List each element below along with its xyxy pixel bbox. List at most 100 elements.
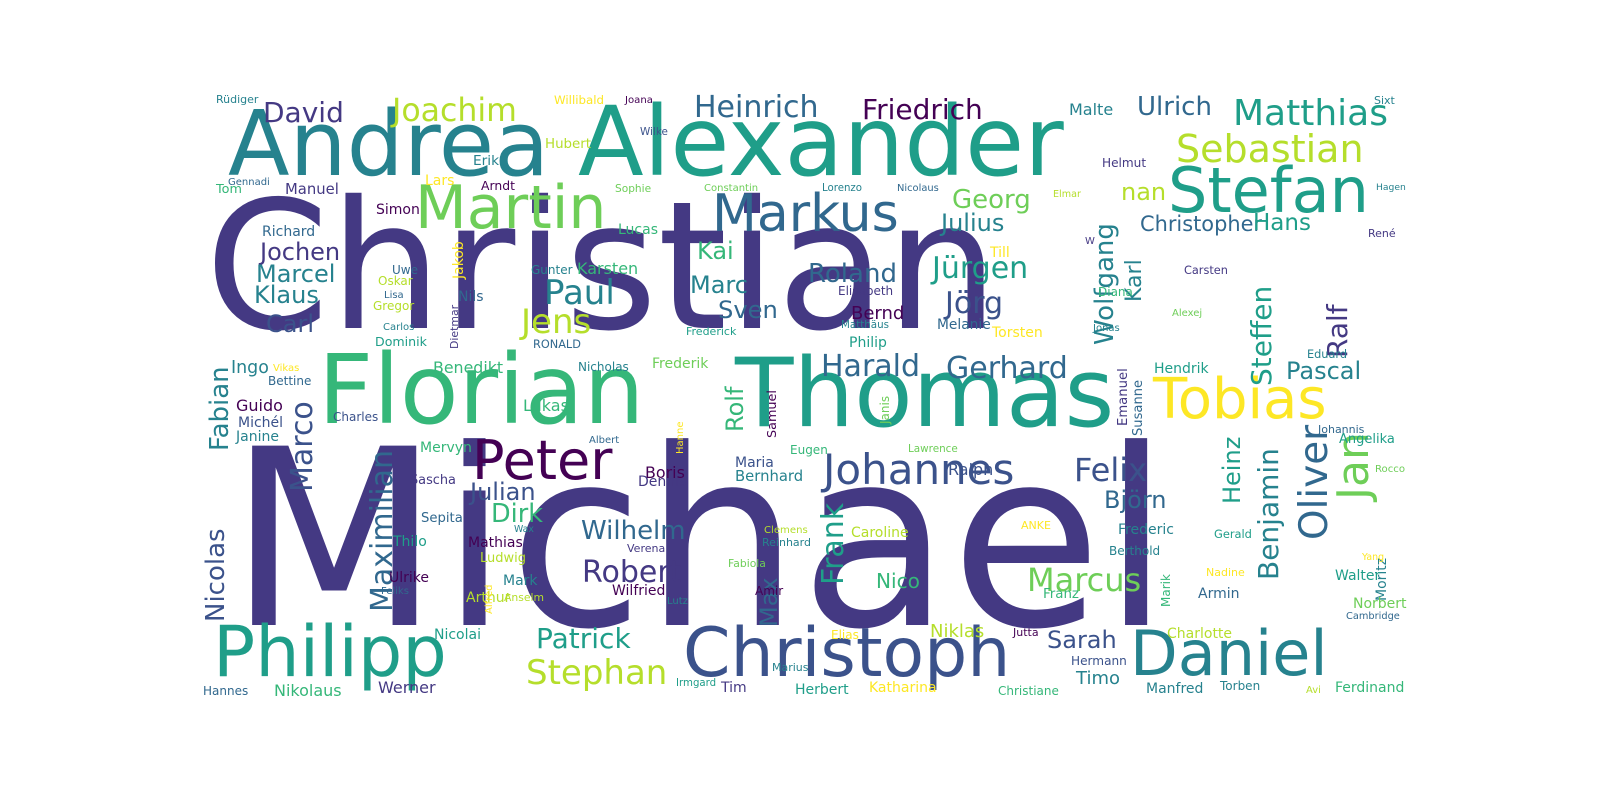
word-nicolas: Nicolas xyxy=(201,528,231,622)
word-ingo: Ingo xyxy=(231,358,269,378)
word-lars: Lars xyxy=(425,173,455,189)
word-jörg: Jörg xyxy=(945,286,1004,321)
word-alfred: Alfred xyxy=(484,584,495,614)
word-katharina: Katharina xyxy=(869,680,937,696)
word-stephan: Stephan xyxy=(526,653,668,693)
word-nils: Nils xyxy=(458,289,484,305)
word-benedikt: Benedikt xyxy=(433,358,504,377)
word-jens: Jens xyxy=(521,302,592,342)
word-reinhard: Reinhard xyxy=(762,536,811,549)
word-christiane: Christiane xyxy=(998,684,1059,698)
word-ulrike: Ulrike xyxy=(389,570,430,586)
word-mervyn: Mervyn xyxy=(420,440,472,456)
word-fabian: Fabian xyxy=(205,366,235,451)
word-samuel: Samuel xyxy=(765,390,780,438)
word-jakob: Jakob xyxy=(451,241,467,279)
word-tom: Tom xyxy=(216,182,242,197)
word-sophie: Sophie xyxy=(615,183,652,195)
word-gerald: Gerald xyxy=(1214,527,1252,541)
word-richard: Richard xyxy=(262,224,316,240)
word-julian: Julian xyxy=(470,478,536,506)
word-peter: Peter xyxy=(472,429,613,492)
word-albert: Albert xyxy=(589,435,620,446)
word-jonas: Jonas xyxy=(1093,323,1120,334)
word-steffen: Steffen xyxy=(1245,285,1278,386)
word-frederik: Frederik xyxy=(652,356,709,372)
word-michél: Michél xyxy=(238,415,284,431)
word-sebastian: Sebastian xyxy=(1176,127,1364,171)
word-robert: Robert xyxy=(582,555,682,590)
word-jürgen: Jürgen xyxy=(932,251,1029,286)
word-eugen: Eugen xyxy=(790,443,828,457)
word-avi: Avi xyxy=(1306,685,1321,696)
word-frank: Frank xyxy=(816,502,851,585)
word-lutz: Lutz xyxy=(667,596,688,607)
word-dirk: Dirk xyxy=(491,499,543,529)
word-bernd: Bernd xyxy=(851,303,905,324)
word-nan: nan xyxy=(1121,178,1167,206)
word-thilo: Thilo xyxy=(393,534,427,550)
word-hannes: Hannes xyxy=(203,684,249,698)
word-ulrich: Ulrich xyxy=(1137,92,1212,122)
word-michael: Michael xyxy=(228,398,1171,684)
word-sascha: Sascha xyxy=(410,473,456,488)
word-frederick: Frederick xyxy=(686,325,737,338)
word-willibald: Willibald xyxy=(554,93,604,107)
word-fabiola: Fabiola xyxy=(728,557,766,570)
word-nikolaus: Nikolaus xyxy=(274,681,342,700)
word-walter: Walter xyxy=(1335,568,1381,584)
word-timo: Timo xyxy=(1076,668,1120,689)
word-werner: Werner xyxy=(378,678,436,697)
word-paul: Paul xyxy=(544,273,615,313)
word-rolf: Rolf xyxy=(721,386,749,432)
word-carl: Carl xyxy=(266,310,314,338)
word-carlos: Carlos xyxy=(383,322,415,333)
word-ronald: RONALD xyxy=(533,338,581,351)
word-hans: Hans xyxy=(1253,210,1311,236)
word-hanne: Hanne xyxy=(675,421,686,454)
word-carsten: Carsten xyxy=(1184,264,1228,277)
word-mark: Mark xyxy=(503,573,538,589)
word-constantin: Constantin xyxy=(704,183,759,194)
word-anke: ANKE xyxy=(1021,519,1051,532)
word-uwe: Uwe xyxy=(392,263,418,277)
word-wilke: Wilke xyxy=(640,126,668,138)
word-rüdiger: Rüdiger xyxy=(216,93,259,106)
word-oskar: Oskar xyxy=(378,274,413,288)
word-ludwig: Ludwig xyxy=(480,551,527,566)
word-gennadi: Gennadi xyxy=(228,177,270,188)
word-melanie: Melanie xyxy=(937,317,991,333)
word-marco: Marco xyxy=(285,401,320,492)
word-gerhard: Gerhard xyxy=(946,351,1068,386)
word-christian: Christian xyxy=(205,163,999,370)
word-arndt: Arndt xyxy=(481,178,515,193)
word-lukas: Lukas xyxy=(523,396,569,415)
word-diana: Diana xyxy=(1098,285,1133,299)
word-sven: Sven xyxy=(718,296,778,324)
word-joachim: Joachim xyxy=(392,93,517,129)
word-simon: Simon xyxy=(376,202,420,218)
word-nico: Nico xyxy=(876,569,920,593)
word-janis: Janis xyxy=(878,395,892,424)
word-benjamin: Benjamin xyxy=(1252,448,1285,580)
word-w: W xyxy=(1085,236,1095,247)
word-arthur: Arthur xyxy=(466,590,511,606)
word-till: Till xyxy=(990,245,1010,261)
word-bernhard: Bernhard xyxy=(735,468,804,485)
word-marcus: Marcus xyxy=(1027,561,1142,599)
word-marik: Marik xyxy=(1159,574,1173,607)
word-klaus: Klaus xyxy=(254,281,319,309)
word-matthäus: Matthäus xyxy=(841,319,889,331)
word-nicholas: Nicholas xyxy=(578,360,629,374)
word-herbert: Herbert xyxy=(795,682,849,698)
word-erik: Erik xyxy=(473,153,500,169)
word-daniel: Daniel xyxy=(1130,617,1328,690)
word-lorenzo: Lorenzo xyxy=(822,183,862,194)
word-philip: Philip xyxy=(849,335,887,351)
word-roland: Roland xyxy=(808,259,897,289)
word-manuel: Manuel xyxy=(285,181,339,198)
word-vikas: Vikas xyxy=(273,363,300,374)
word-sixt: Sixt xyxy=(1374,94,1395,107)
word-dennis: Dennis xyxy=(638,474,687,490)
